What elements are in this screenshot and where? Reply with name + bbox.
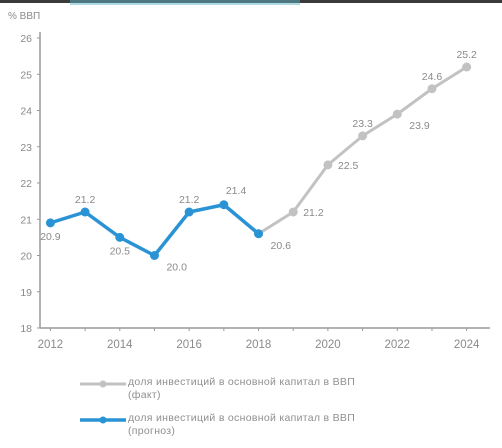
data-label: 20.5 <box>110 245 131 257</box>
x-tick-label: 2022 <box>384 339 410 351</box>
data-point-forecast <box>184 207 194 217</box>
legend-label-fact-line1: доля инвестиций в основной капитал в ВВП <box>128 376 356 388</box>
legend-label-forecast-line2: (прогноз) <box>128 425 176 437</box>
data-point-fact <box>323 160 333 170</box>
legend-label-forecast-line1: доля инвестиций в основной капитал в ВВП <box>128 412 356 424</box>
data-label: 23.3 <box>352 118 373 130</box>
data-label: 21.2 <box>75 194 96 206</box>
x-tick-label: 2020 <box>315 339 341 351</box>
data-label: 20.9 <box>40 231 61 243</box>
top-decoration <box>0 0 502 8</box>
legend-label-fact-line2: (факт) <box>128 389 161 401</box>
x-tick-label: 2014 <box>107 339 133 351</box>
x-tick-label: 2024 <box>454 339 480 351</box>
data-label: 25.2 <box>456 49 477 61</box>
data-point-forecast <box>45 218 55 228</box>
x-tick-label: 2012 <box>38 339 64 351</box>
data-point-fact <box>427 84 437 94</box>
y-axis-label: % ВВП <box>8 11 40 22</box>
legend-swatch-forecast <box>80 416 126 424</box>
data-label: 20.0 <box>166 262 187 274</box>
data-label: 23.9 <box>409 120 430 132</box>
y-tick-label: 24 <box>20 106 32 118</box>
data-label: 24.6 <box>422 71 443 83</box>
data-point-fact <box>392 109 402 119</box>
y-tick-label: 23 <box>20 142 32 154</box>
data-point-fact <box>288 207 298 217</box>
y-tick-label: 25 <box>20 69 32 81</box>
top-accent-bar <box>70 0 300 5</box>
data-point-forecast <box>219 200 229 210</box>
y-tick-label: 19 <box>20 287 32 299</box>
y-tick-label: 21 <box>20 214 32 226</box>
line-chart: % ВВП 18 19 20 21 22 23 24 25 26 2012 2014 2016 2018 2… <box>8 11 490 351</box>
y-tick-label: 20 <box>20 251 32 263</box>
data-point-fact <box>358 131 368 141</box>
data-label: 22.5 <box>338 160 359 172</box>
data-point-forecast <box>149 251 159 260</box>
legend-item-fact: доля инвестиций в основной капитал в ВВП… <box>80 376 480 406</box>
series-line-fact <box>257 65 468 236</box>
legend-swatch-fact <box>80 380 126 388</box>
data-label: 21.2 <box>179 194 200 206</box>
data-label: 21.4 <box>226 185 247 197</box>
y-tick-label: 26 <box>20 33 32 45</box>
chart-legend: доля инвестиций в основной капитал в ВВП… <box>80 376 480 448</box>
data-point-forecast <box>115 232 125 242</box>
x-tick-label: 2016 <box>176 339 202 351</box>
data-label: 21.2 <box>303 207 324 219</box>
y-tick-label: 22 <box>20 178 32 190</box>
data-point-forecast <box>80 207 90 217</box>
y-tick-label: 18 <box>20 323 32 335</box>
x-tick-label: 2018 <box>246 339 272 351</box>
data-point-fact <box>462 62 472 72</box>
legend-item-forecast: доля инвестиций в основной капитал в ВВП… <box>80 412 480 442</box>
data-point-forecast <box>254 229 264 239</box>
data-label: 20.6 <box>271 240 292 252</box>
